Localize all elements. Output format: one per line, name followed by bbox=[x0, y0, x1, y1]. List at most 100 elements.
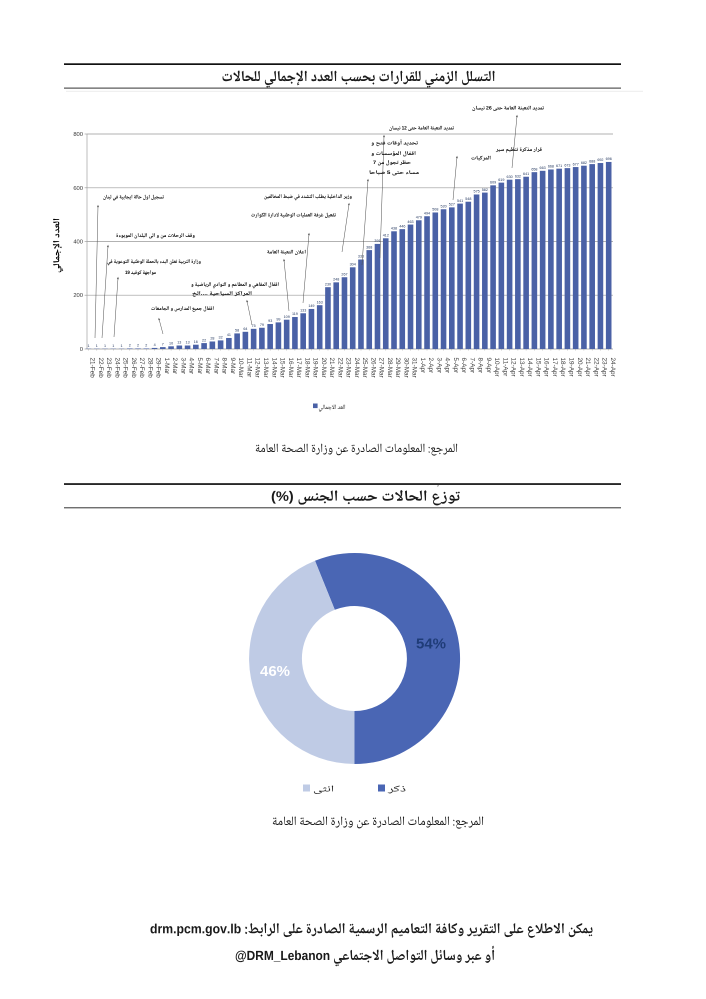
svg-text:7-Mar: 7-Mar bbox=[213, 358, 220, 376]
svg-text:17-Mar: 17-Mar bbox=[295, 358, 302, 379]
svg-text:163: 163 bbox=[317, 300, 323, 304]
svg-text:4-Apr: 4-Apr bbox=[444, 358, 451, 374]
svg-text:29-Mar: 29-Mar bbox=[394, 358, 401, 379]
svg-text:1-Apr: 1-Apr bbox=[419, 358, 426, 374]
svg-text:21-Apr: 21-Apr bbox=[584, 358, 591, 378]
svg-text:7-Apr: 7-Apr bbox=[468, 358, 475, 374]
svg-text:24-Mar: 24-Mar bbox=[353, 358, 360, 379]
svg-text:2: 2 bbox=[129, 344, 131, 348]
svg-text:8-Apr: 8-Apr bbox=[477, 358, 484, 374]
svg-text:16: 16 bbox=[194, 340, 198, 344]
svg-text:4-Mar: 4-Mar bbox=[188, 358, 195, 376]
svg-text:28-Feb: 28-Feb bbox=[146, 358, 153, 379]
svg-text:20-Mar: 20-Mar bbox=[320, 358, 327, 379]
svg-text:25-Feb: 25-Feb bbox=[122, 358, 129, 379]
svg-text:6-Mar: 6-Mar bbox=[204, 358, 211, 376]
svg-text:119: 119 bbox=[292, 312, 298, 316]
svg-text:11-Mar: 11-Mar bbox=[246, 358, 253, 379]
svg-text:9-Apr: 9-Apr bbox=[485, 358, 492, 374]
svg-text:600: 600 bbox=[73, 186, 83, 192]
svg-text:677: 677 bbox=[573, 162, 579, 166]
svg-text:1: 1 bbox=[120, 344, 122, 348]
svg-text:520: 520 bbox=[441, 204, 447, 208]
svg-text:3-Mar: 3-Mar bbox=[179, 358, 186, 376]
svg-text:23-Mar: 23-Mar bbox=[345, 358, 352, 379]
svg-text:133: 133 bbox=[300, 309, 306, 313]
svg-text:25-Mar: 25-Mar bbox=[361, 358, 368, 379]
svg-text:28-Mar: 28-Mar bbox=[386, 358, 393, 379]
svg-text:541: 541 bbox=[457, 199, 463, 203]
svg-text:6-Apr: 6-Apr bbox=[460, 358, 467, 374]
svg-text:800: 800 bbox=[73, 132, 83, 138]
svg-text:22-Apr: 22-Apr bbox=[592, 358, 599, 378]
svg-text:1-Mar: 1-Mar bbox=[163, 358, 170, 376]
svg-text:7: 7 bbox=[162, 342, 164, 346]
svg-text:30-Mar: 30-Mar bbox=[402, 358, 409, 379]
svg-text:18-Mar: 18-Mar bbox=[303, 358, 310, 379]
svg-text:19-Apr: 19-Apr bbox=[568, 358, 575, 378]
svg-text:0: 0 bbox=[80, 347, 83, 353]
svg-text:663: 663 bbox=[540, 166, 546, 170]
svg-text:248: 248 bbox=[333, 278, 339, 282]
svg-text:21-Feb: 21-Feb bbox=[89, 358, 96, 379]
svg-text:479: 479 bbox=[416, 216, 422, 220]
svg-text:671: 671 bbox=[556, 164, 562, 168]
svg-text:32: 32 bbox=[219, 336, 223, 340]
svg-text:16-Apr: 16-Apr bbox=[543, 358, 550, 378]
svg-text:463: 463 bbox=[407, 220, 413, 224]
svg-text:2: 2 bbox=[145, 344, 147, 348]
svg-text:4: 4 bbox=[154, 343, 156, 347]
svg-text:8-Mar: 8-Mar bbox=[221, 358, 228, 376]
svg-text:54%: 54% bbox=[416, 636, 446, 653]
svg-text:24-Feb: 24-Feb bbox=[113, 358, 120, 379]
svg-text:29-Feb: 29-Feb bbox=[155, 358, 162, 379]
svg-text:10-Apr: 10-Apr bbox=[493, 358, 500, 378]
svg-text:31-Mar: 31-Mar bbox=[411, 358, 418, 379]
svg-text:673: 673 bbox=[564, 163, 570, 167]
svg-text:26-Feb: 26-Feb bbox=[130, 358, 137, 379]
svg-text:27-Feb: 27-Feb bbox=[138, 358, 145, 379]
svg-text:696: 696 bbox=[606, 157, 612, 161]
svg-text:368: 368 bbox=[366, 245, 372, 249]
svg-text:22: 22 bbox=[202, 338, 206, 342]
svg-text:230: 230 bbox=[325, 282, 331, 286]
svg-text:12-Apr: 12-Apr bbox=[510, 358, 517, 378]
svg-text:109: 109 bbox=[284, 315, 290, 319]
svg-text:79: 79 bbox=[260, 323, 264, 327]
svg-text:682: 682 bbox=[581, 161, 587, 165]
svg-text:2: 2 bbox=[137, 344, 139, 348]
svg-text:26-Mar: 26-Mar bbox=[369, 358, 376, 379]
svg-text:692: 692 bbox=[597, 158, 603, 162]
svg-text:12-Mar: 12-Mar bbox=[254, 358, 261, 379]
svg-text:10: 10 bbox=[169, 342, 173, 346]
svg-text:15-Apr: 15-Apr bbox=[535, 358, 542, 378]
svg-text:13: 13 bbox=[186, 341, 190, 345]
svg-text:58: 58 bbox=[235, 329, 239, 333]
svg-text:5-Mar: 5-Mar bbox=[196, 358, 203, 376]
svg-text:400: 400 bbox=[73, 240, 83, 246]
svg-text:438: 438 bbox=[391, 227, 397, 231]
svg-text:1: 1 bbox=[96, 344, 98, 348]
svg-text:494: 494 bbox=[424, 211, 430, 215]
svg-text:9-Mar: 9-Mar bbox=[229, 358, 236, 376]
svg-text:688: 688 bbox=[589, 159, 595, 163]
svg-text:10-Mar: 10-Mar bbox=[237, 358, 244, 379]
svg-text:22-Mar: 22-Mar bbox=[336, 358, 343, 379]
svg-text:27-Mar: 27-Mar bbox=[378, 358, 385, 379]
svg-text:149: 149 bbox=[308, 304, 314, 308]
svg-text:575: 575 bbox=[474, 190, 480, 194]
svg-text:391: 391 bbox=[374, 239, 380, 243]
svg-text:20-Apr: 20-Apr bbox=[576, 358, 583, 378]
svg-text:668: 668 bbox=[548, 165, 554, 169]
svg-text:17-Apr: 17-Apr bbox=[551, 358, 558, 378]
svg-text:99: 99 bbox=[276, 318, 280, 322]
svg-text:23-Apr: 23-Apr bbox=[601, 358, 608, 378]
svg-text:15-Mar: 15-Mar bbox=[279, 358, 286, 379]
svg-text:1: 1 bbox=[104, 344, 106, 348]
svg-text:2-Mar: 2-Mar bbox=[171, 358, 178, 376]
svg-text:22-Feb: 22-Feb bbox=[97, 358, 104, 379]
svg-text:14-Apr: 14-Apr bbox=[526, 358, 533, 378]
svg-text:446: 446 bbox=[399, 224, 405, 228]
svg-text:13-Mar: 13-Mar bbox=[262, 358, 269, 379]
svg-text:582: 582 bbox=[482, 188, 488, 192]
